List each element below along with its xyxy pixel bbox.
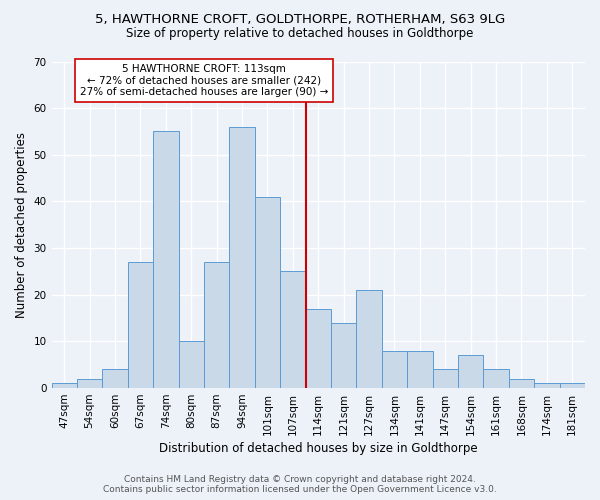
Bar [356,290,382,388]
Text: Size of property relative to detached houses in Goldthorpe: Size of property relative to detached ho… [127,28,473,40]
Bar [509,378,534,388]
Text: Contains HM Land Registry data © Crown copyright and database right 2024.
Contai: Contains HM Land Registry data © Crown c… [103,474,497,494]
Bar [103,370,128,388]
Bar [407,350,433,388]
Bar [280,272,305,388]
Text: 5, HAWTHORNE CROFT, GOLDTHORPE, ROTHERHAM, S63 9LG: 5, HAWTHORNE CROFT, GOLDTHORPE, ROTHERHA… [95,12,505,26]
Bar [179,342,204,388]
Bar [382,350,407,388]
Bar [77,378,103,388]
Bar [433,370,458,388]
Bar [305,309,331,388]
Y-axis label: Number of detached properties: Number of detached properties [15,132,28,318]
Bar [484,370,509,388]
Bar [255,197,280,388]
X-axis label: Distribution of detached houses by size in Goldthorpe: Distribution of detached houses by size … [159,442,478,455]
Bar [229,127,255,388]
Bar [128,262,153,388]
Bar [560,384,585,388]
Bar [534,384,560,388]
Bar [52,384,77,388]
Bar [331,323,356,388]
Bar [458,356,484,388]
Text: 5 HAWTHORNE CROFT: 113sqm
← 72% of detached houses are smaller (242)
27% of semi: 5 HAWTHORNE CROFT: 113sqm ← 72% of detac… [80,64,328,97]
Bar [153,132,179,388]
Bar [204,262,229,388]
